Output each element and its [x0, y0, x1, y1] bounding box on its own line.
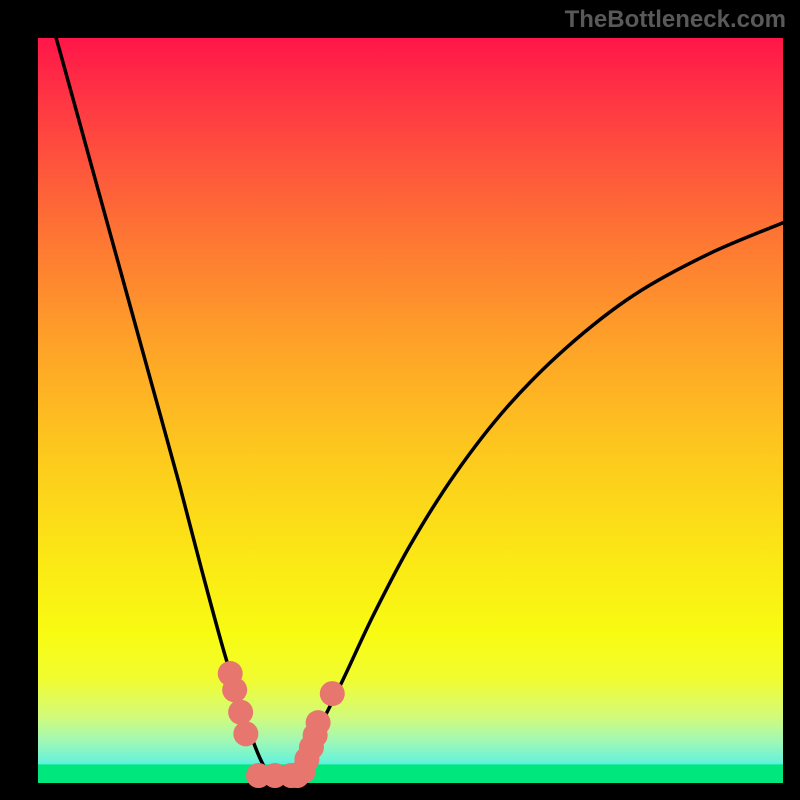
- bottleneck-curve: [38, 0, 783, 783]
- marker-dot: [228, 700, 253, 725]
- plot-area: [38, 38, 783, 783]
- marker-dot: [306, 710, 331, 735]
- green-band: [38, 764, 783, 783]
- watermark-text: TheBottleneck.com: [565, 6, 786, 34]
- curve-layer: [38, 38, 783, 783]
- chart-stage: TheBottleneck.com: [0, 0, 800, 800]
- marker-dot: [233, 721, 258, 746]
- marker-dot: [222, 677, 247, 702]
- marker-dot: [320, 681, 345, 706]
